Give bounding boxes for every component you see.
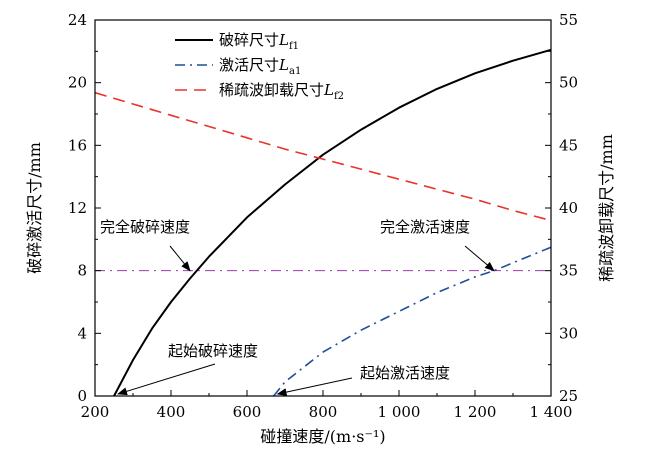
y-right-tick-label: 30: [559, 324, 578, 342]
ticks-layer: 200 400 600 800 1 000 1 200 1 400 0 4 8 12 16 20 24 25…: [68, 11, 578, 421]
y-axis-left-label: 破碎激活尺寸/mm: [25, 142, 44, 274]
annotation-arrow: [169, 245, 191, 272]
y-left-tick-label: 24: [68, 11, 87, 29]
y-right-tick-label: 40: [559, 199, 578, 217]
legend: 破碎尺寸Lf1 激活尺寸La1 稀疏波卸载尺寸Lf2: [175, 31, 344, 102]
annotation-arrow: [117, 363, 216, 396]
annotation-arrow: [464, 245, 495, 272]
x-tick-label: 1 200: [454, 403, 497, 421]
x-tick-label: 800: [309, 403, 338, 421]
x-tick-label: 1 400: [530, 403, 573, 421]
plot-frame: [94, 19, 552, 397]
annotation-arrow: [276, 377, 353, 397]
legend-label: 稀疏波卸载尺寸Lf2: [219, 81, 344, 102]
series-line-1: [272, 246, 552, 397]
y-left-tick-label: 0: [77, 387, 87, 405]
series-line-0: [113, 48, 552, 397]
y-left-tick-label: 4: [77, 324, 87, 342]
series-layer: [94, 48, 552, 397]
y-left-tick-label: 16: [68, 136, 87, 154]
x-axis-label: 碰撞速度/(m·s⁻¹): [260, 427, 385, 446]
series-line-2: [94, 91, 552, 222]
x-tick-label: 400: [157, 403, 186, 421]
y-axis-right-label: 稀疏波卸载尺寸/mm: [597, 134, 616, 282]
x-tick-label: 200: [81, 403, 110, 421]
annotation-label: 起始破碎速度: [168, 342, 258, 360]
x-tick-label: 600: [233, 403, 262, 421]
y-right-tick-label: 45: [559, 136, 578, 154]
y-left-tick-label: 8: [77, 262, 87, 280]
y-right-tick-label: 55: [559, 11, 578, 29]
y-left-tick-label: 12: [68, 199, 87, 217]
legend-label: 破碎尺寸Lf1: [219, 31, 299, 52]
y-left-tick-label: 20: [68, 74, 87, 92]
y-right-tick-label: 25: [559, 387, 578, 405]
x-tick-label: 1 000: [378, 403, 421, 421]
annotation-label: 起始激活速度: [360, 364, 450, 382]
y-right-tick-label: 50: [559, 74, 578, 92]
legend-label: 激活尺寸La1: [219, 56, 301, 77]
y-right-tick-label: 35: [559, 262, 578, 280]
annotation-label: 完全激活速度: [380, 218, 470, 236]
annotation-label: 完全破碎速度: [100, 218, 190, 236]
